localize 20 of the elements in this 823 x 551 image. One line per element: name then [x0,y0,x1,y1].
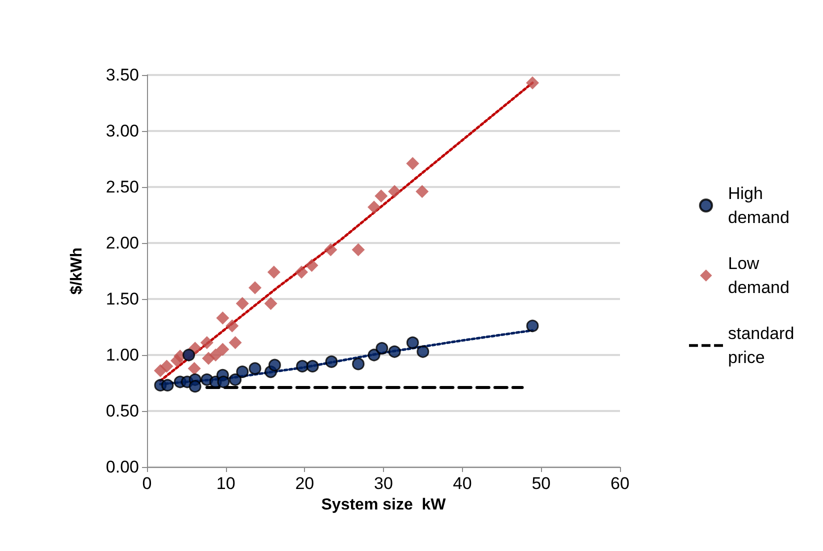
legend-label: High demand [728,184,790,227]
legend-label: Low demand [728,254,790,297]
y-tick-label: 0.00 [106,458,139,476]
x-tick-label: 20 [295,474,314,493]
y-tick-label: 2.50 [106,178,139,196]
x-tick-label: 50 [532,474,551,493]
x-axis-title: System size kW [321,496,447,514]
x-tick-label: 60 [610,474,630,493]
y-tick-label: 1.50 [106,290,139,308]
x-tick-label: 40 [452,474,472,493]
y-tick-label: 3.50 [106,66,139,84]
y-tick-label: 0.50 [106,402,139,420]
y-tick-label: 2.00 [106,234,139,252]
y-axis-title: $/kWh [68,247,86,295]
legend-label: standard price [728,324,799,367]
x-tick-label: 10 [216,474,236,493]
y-tick-label: 3.00 [106,122,139,140]
y-tick-label: 1.00 [106,346,139,364]
x-tick-label: 0 [142,474,152,493]
x-tick-label: 30 [374,474,393,493]
